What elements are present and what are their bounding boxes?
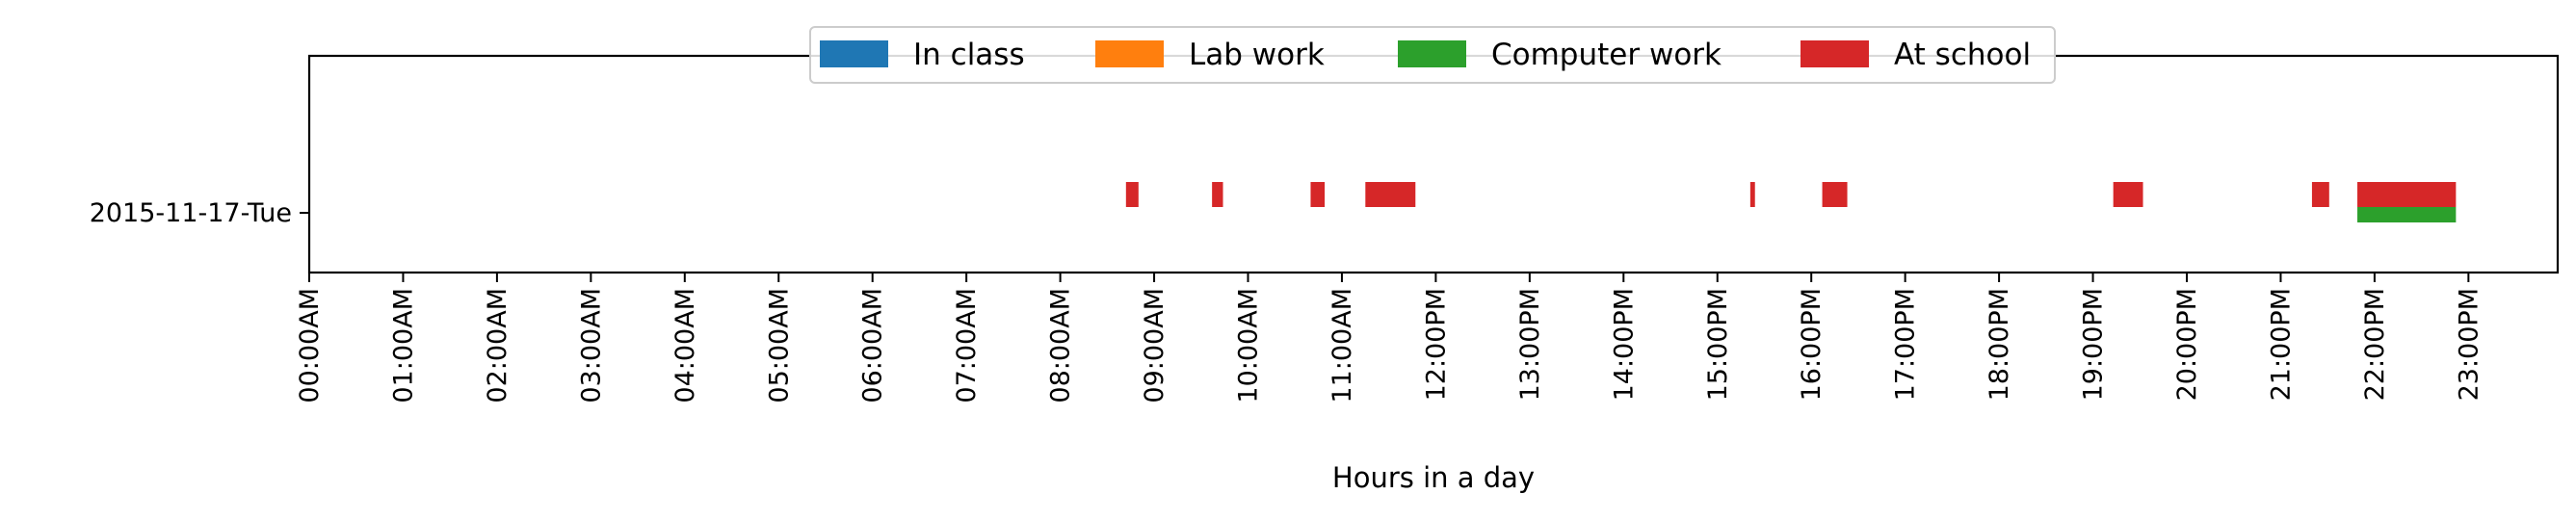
x-tick-label: 04:00AM xyxy=(670,288,700,403)
x-tick-label: 23:00PM xyxy=(2454,288,2484,401)
legend-swatch-2 xyxy=(1398,40,1466,67)
x-tick-label: 02:00AM xyxy=(483,288,513,403)
at-school-bar-6 xyxy=(2113,182,2143,207)
x-tick-label: 09:00AM xyxy=(1140,288,1170,403)
x-tick-label: 08:00AM xyxy=(1046,288,1076,403)
x-tick-label: 21:00PM xyxy=(2266,288,2296,401)
x-tick-label: 20:00PM xyxy=(2172,288,2202,401)
x-tick-label: 18:00PM xyxy=(1985,288,2014,401)
at-school-bar-3 xyxy=(1365,182,1416,207)
x-tick-label: 01:00AM xyxy=(388,288,418,403)
plot-area-frame xyxy=(307,54,2560,274)
y-axis: 2015-11-17-Tue xyxy=(90,198,309,228)
bars-group xyxy=(1125,182,2457,222)
at-school-bar-4 xyxy=(1749,182,1755,207)
x-tick-label: 11:00AM xyxy=(1327,288,1357,403)
at-school-bar-7 xyxy=(2311,182,2329,207)
at-school-bar-1 xyxy=(1212,182,1223,207)
legend-label-1: Lab work xyxy=(1189,38,1325,72)
legend: In class Lab work Computer work At school xyxy=(809,26,2056,84)
x-tick-label: 12:00PM xyxy=(1421,288,1451,401)
x-tick-label: 07:00AM xyxy=(952,288,982,403)
x-tick-label: 22:00PM xyxy=(2360,288,2390,401)
legend-swatch-3 xyxy=(1801,40,1869,67)
at-school-bar-5 xyxy=(1822,182,1848,207)
x-tick-label: 13:00PM xyxy=(1515,288,1545,401)
x-tick-label: 15:00PM xyxy=(1703,288,1733,401)
x-tick-label: 14:00PM xyxy=(1609,288,1639,401)
at-school-bar-2 xyxy=(1310,182,1326,207)
x-tick-label: 06:00AM xyxy=(858,288,888,403)
at-school-bar-8 xyxy=(2357,182,2457,207)
computer-work-bar-0 xyxy=(2357,207,2457,222)
x-axis-label: Hours in a day xyxy=(1332,461,1535,494)
x-tick-label: 10:00AM xyxy=(1234,288,1264,403)
at-school-bar-0 xyxy=(1125,182,1139,207)
legend-swatch-1 xyxy=(1095,40,1164,67)
x-tick-label: 19:00PM xyxy=(2079,288,2109,401)
x-tick-label: 16:00PM xyxy=(1797,288,1827,401)
x-tick-label: 00:00AM xyxy=(295,288,325,403)
y-tick-label: 2015-11-17-Tue xyxy=(90,198,292,228)
legend-label-3: At school xyxy=(1894,38,2031,72)
legend-label-2: Computer work xyxy=(1491,38,1722,72)
x-tick-label: 03:00AM xyxy=(576,288,606,403)
x-tick-label: 05:00AM xyxy=(764,288,794,403)
x-axis: 00:00AM 01:00AM 02:00AM 03:00AM 04:00AM 05:00… xyxy=(295,273,2484,403)
legend-label-0: In class xyxy=(913,38,1025,72)
legend-swatch-0 xyxy=(820,40,888,67)
x-tick-label: 17:00PM xyxy=(1891,288,1921,401)
